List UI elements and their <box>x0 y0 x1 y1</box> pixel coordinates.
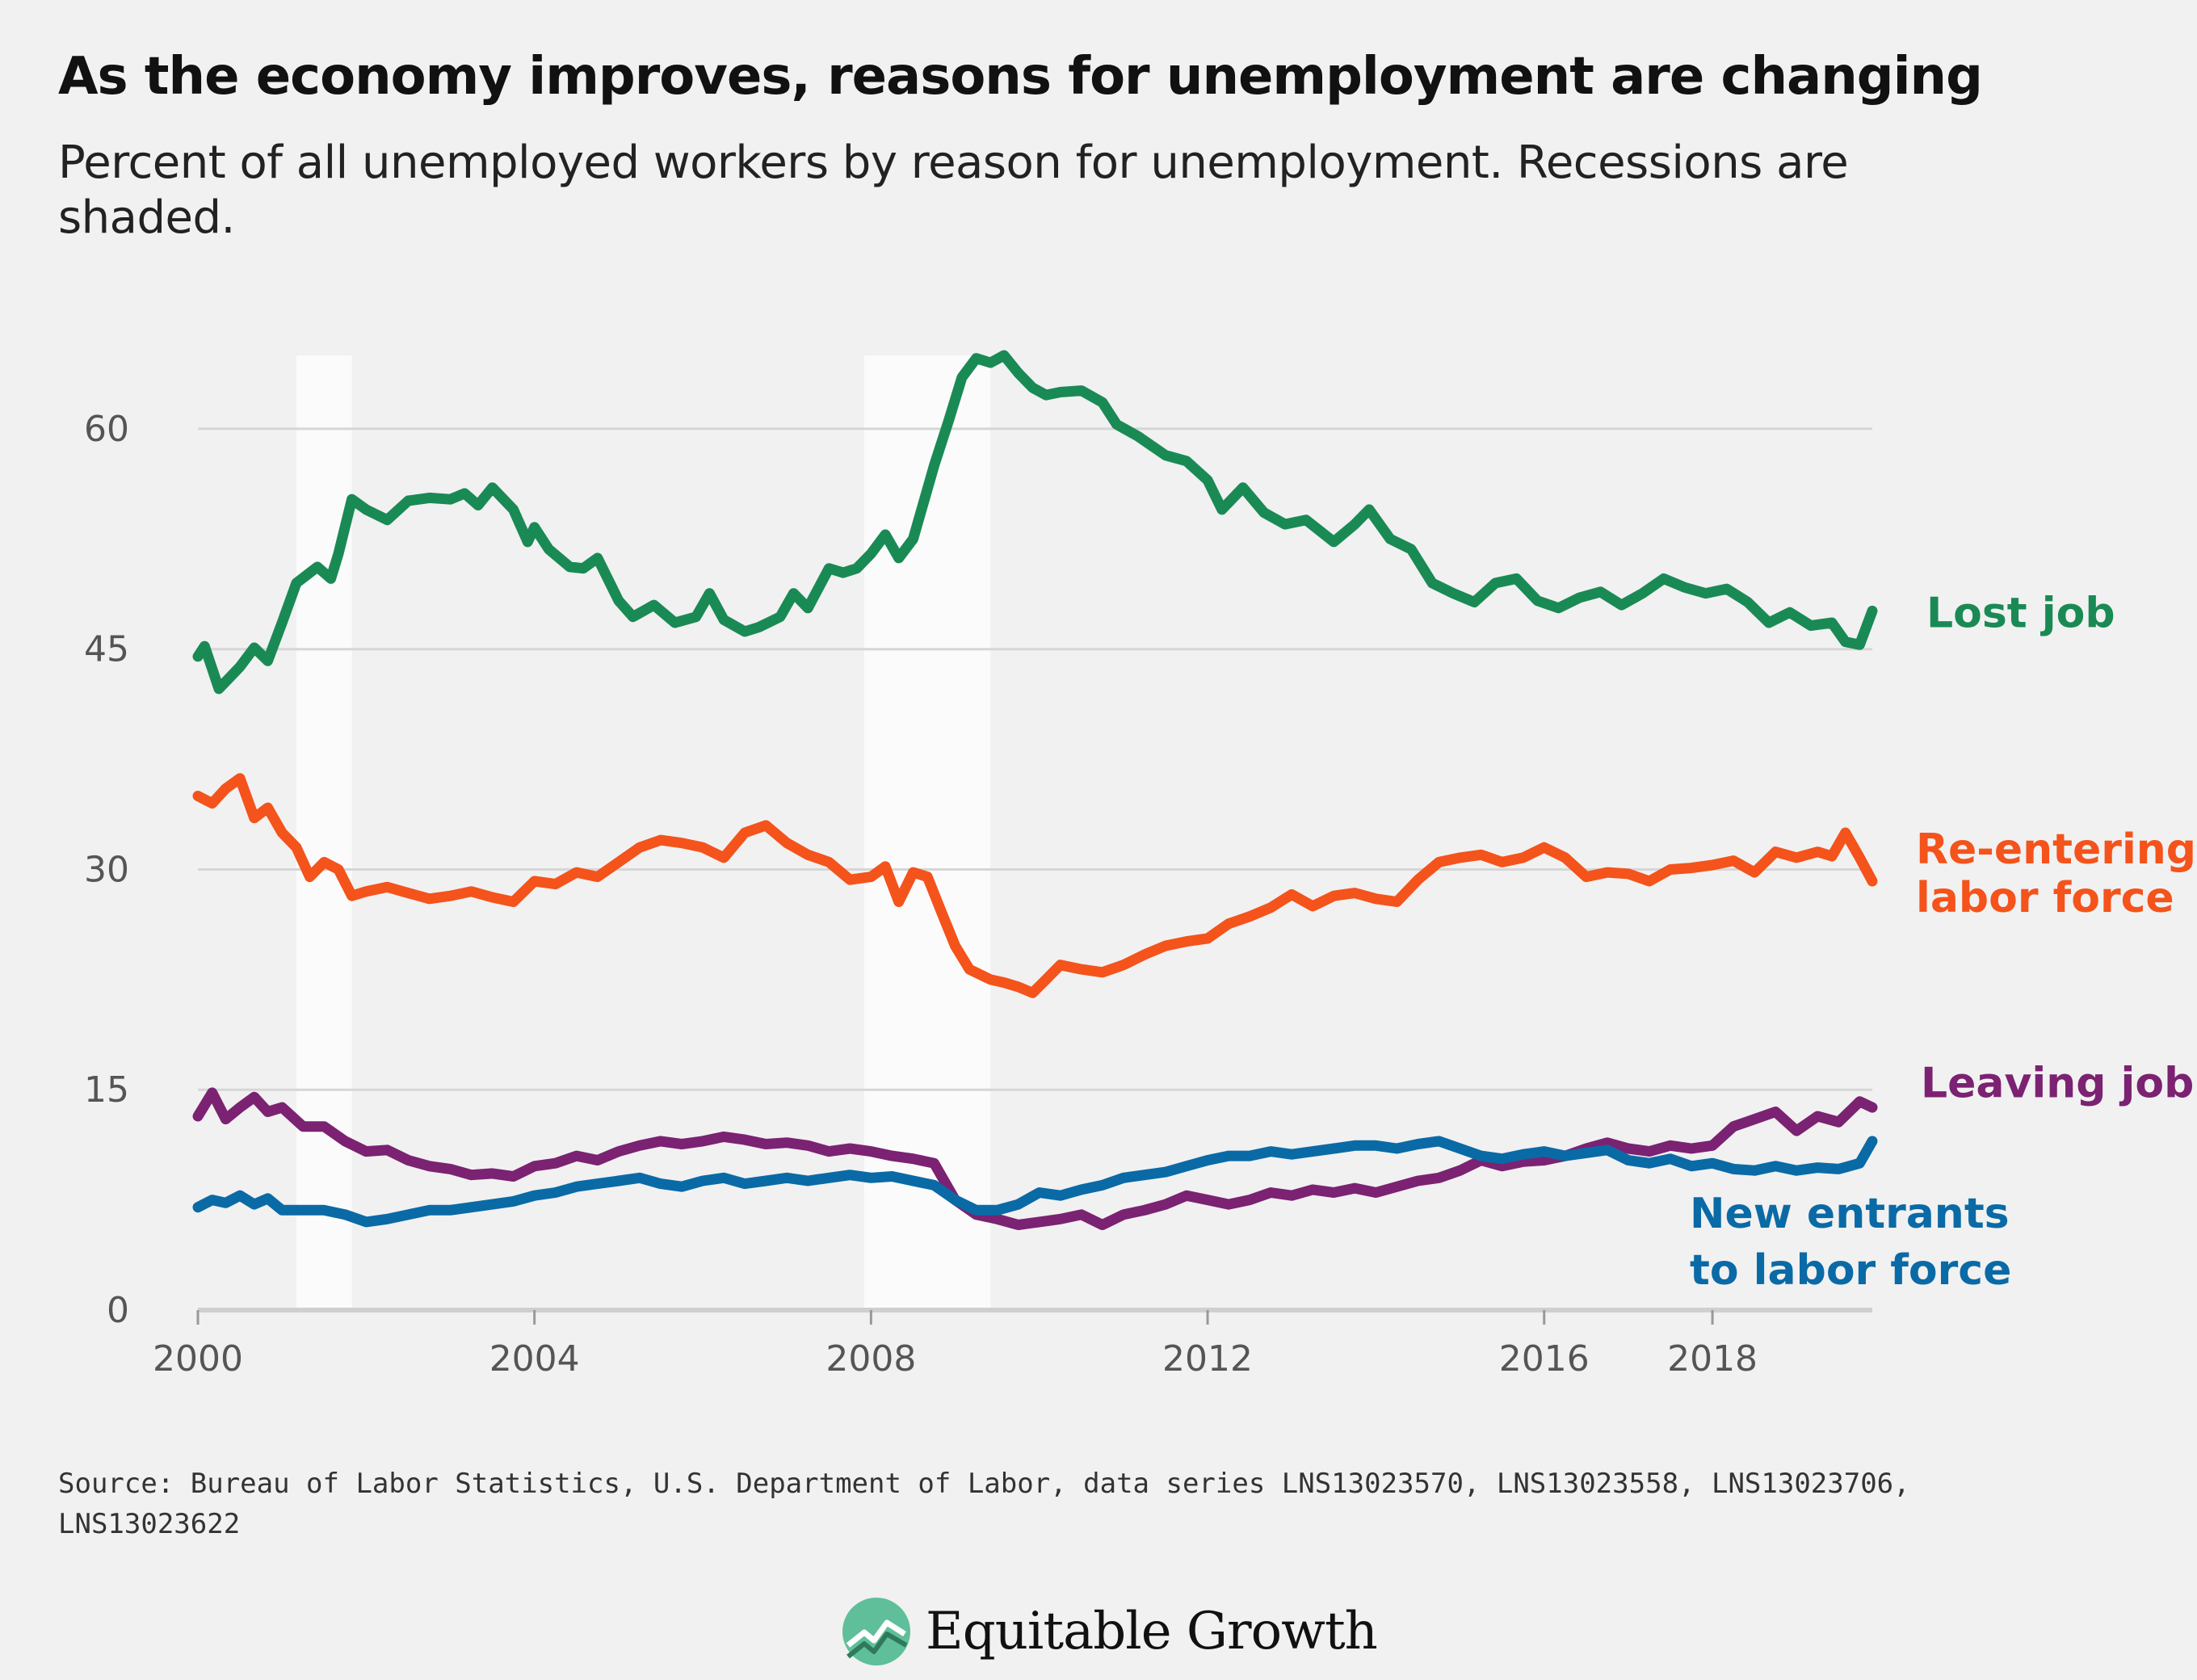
gridlines-layer <box>198 427 1872 1312</box>
brand-footer: Equitable Growth <box>840 1587 1378 1676</box>
y-axis-ticks: 0 15 30 45 60 <box>84 409 129 1331</box>
x-tick-label: 2008 <box>825 1338 916 1380</box>
series-line-2 <box>192 773 1878 998</box>
x-tick-label: 2016 <box>1499 1338 1590 1380</box>
y-tick-label: 45 <box>84 629 129 670</box>
series-layer <box>192 350 1878 1230</box>
chart-subtitle: Percent of all unemployed workers by rea… <box>58 136 1849 244</box>
y-tick-label: 60 <box>84 409 129 450</box>
series-label-line: to labor force <box>1690 1246 2011 1295</box>
chart-circle-logo-icon <box>842 1598 910 1665</box>
line-chart: 0 15 30 45 60 2000 2004 2008 2012 2016 2018 Lost … <box>84 350 2196 1380</box>
series-label-2: Re-entering labor force <box>1916 825 2196 922</box>
x-tick-label: 2012 <box>1162 1338 1253 1380</box>
x-tick-label: 2018 <box>1667 1338 1758 1380</box>
recession-band-1 <box>296 355 352 1310</box>
source-note: Source: Bureau of Labor Statistics, U.S.… <box>58 1468 1910 1540</box>
series-line-4 <box>192 1136 1878 1228</box>
series-label-line: labor force <box>1916 874 2174 922</box>
x-tick-label: 2000 <box>153 1338 243 1380</box>
series-label-1: Lost job <box>1926 589 2115 637</box>
y-tick-label: 15 <box>84 1069 129 1111</box>
recession-shading-layer <box>296 355 991 1310</box>
brand-name: Equitable Growth <box>926 1602 1378 1661</box>
series-label-4: New entrants to labor force <box>1690 1190 2011 1295</box>
series-labels: Lost job Re-entering labor force Leaving jo… <box>1690 589 2196 1295</box>
x-axis-ticks: 2000 2004 2008 2012 2016 2018 <box>153 1310 1758 1380</box>
series-label-line: Leaving job <box>1921 1059 2194 1107</box>
series-label-line: Lost job <box>1926 589 2115 637</box>
series-label-line: Re-entering <box>1916 825 2196 874</box>
series-line-3 <box>192 1087 1878 1230</box>
x-tick-label: 2004 <box>489 1338 580 1380</box>
series-line-1 <box>192 350 1878 695</box>
y-tick-label: 30 <box>84 849 129 890</box>
series-label-line: New entrants <box>1690 1190 2010 1238</box>
y-tick-label: 0 <box>107 1290 129 1331</box>
chart-title: As the economy improves, reasons for une… <box>58 47 1983 107</box>
series-label-3: Leaving job <box>1921 1059 2194 1107</box>
